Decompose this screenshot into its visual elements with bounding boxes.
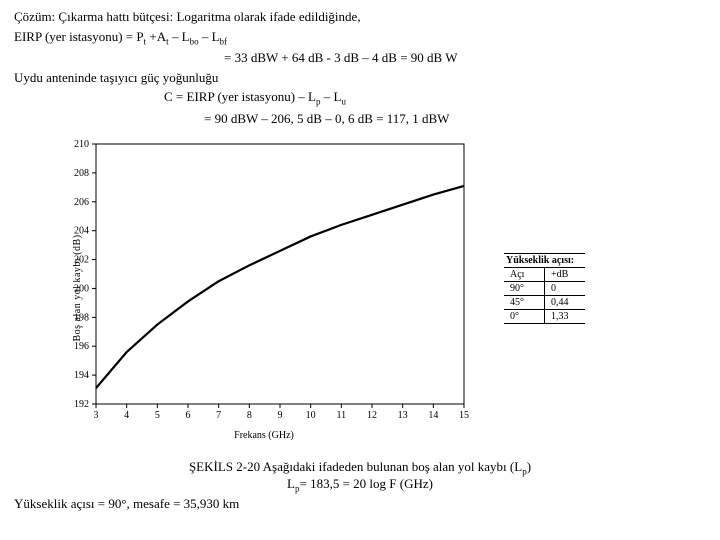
svg-text:6: 6 — [186, 410, 191, 421]
svg-text:9: 9 — [278, 410, 283, 421]
sub-u: u — [341, 97, 346, 107]
eirp-equation-rhs: = 33 dBW + 64 dB - 3 dB – 4 dB = 90 dB W — [14, 49, 706, 67]
c-lhs: C = EIRP (yer istasyonu) – L — [164, 89, 316, 104]
eirp-equation-lhs: EIRP (yer istasyonu) = Pt +At – Lbo – Lb… — [14, 28, 706, 48]
legend-row: 0°1,33 — [504, 310, 585, 324]
legend-col2-header: +dB — [545, 268, 585, 281]
svg-text:194: 194 — [74, 370, 89, 381]
chart-ylabel: Boş alan yol kaybı (dB) — [72, 235, 83, 342]
legend-header-row: Açı +dB — [504, 268, 585, 282]
chart-container: Boş alan yol kaybı (dB) 3 4 5 6 7 8 9 10 11 12 13 1… — [54, 136, 474, 441]
solution-line1: Çözüm: Çıkarma hattı bütçesi: Logaritma … — [14, 8, 706, 26]
svg-text:5: 5 — [155, 410, 160, 421]
caption1a: ŞEKİLS 2-20 Aşağıdaki ifadeden bulunan b… — [189, 459, 522, 474]
caption2a: L — [287, 476, 295, 491]
minusLu: – L — [321, 89, 342, 104]
svg-text:208: 208 — [74, 168, 89, 179]
svg-text:4: 4 — [124, 410, 129, 421]
svg-text:196: 196 — [74, 341, 89, 352]
svg-text:14: 14 — [428, 410, 438, 421]
svg-text:210: 210 — [74, 139, 89, 150]
legend-cell-angle: 45° — [504, 296, 545, 309]
footnote: Yükseklik açısı = 90°, mesafe = 35,930 k… — [14, 496, 706, 512]
legend-row: 45°0,44 — [504, 296, 585, 310]
legend-cell-angle: 90° — [504, 282, 545, 295]
minusL2: – L — [199, 29, 220, 44]
sub-bo: bo — [190, 36, 199, 46]
c-equation-rhs: = 90 dBW – 206, 5 dB – 0, 6 dB = 117, 1 … — [14, 110, 706, 128]
svg-text:15: 15 — [459, 410, 469, 421]
figure-caption-line1: ŞEKİLS 2-20 Aşağıdaki ifadeden bulunan b… — [14, 459, 706, 477]
uydu-line: Uydu anteninde taşıyıcı güç yoğunluğu — [14, 69, 706, 87]
svg-text:192: 192 — [74, 399, 89, 410]
svg-text:10: 10 — [306, 410, 316, 421]
figure-caption-line2: Lp= 183,5 = 20 log F (GHz) — [14, 476, 706, 494]
svg-text:12: 12 — [367, 410, 377, 421]
svg-text:206: 206 — [74, 196, 89, 207]
legend-cell-db: 0 — [545, 282, 585, 295]
figure-row: Boş alan yol kaybı (dB) 3 4 5 6 7 8 9 10 11 12 13 1… — [14, 136, 706, 441]
plusA: +A — [146, 29, 166, 44]
svg-text:7: 7 — [216, 410, 221, 421]
c-equation-lhs: C = EIRP (yer istasyonu) – Lp – Lu — [14, 88, 706, 108]
eirp-lhs: EIRP (yer istasyonu) = P — [14, 29, 144, 44]
line-chart: 3456789101112131415192194196198200202204… — [54, 136, 474, 426]
caption1b: ) — [527, 459, 531, 474]
svg-text:13: 13 — [398, 410, 408, 421]
legend-cell-angle: 0° — [504, 310, 545, 323]
svg-text:3: 3 — [94, 410, 99, 421]
legend-title: Yükseklik açısı: — [504, 254, 585, 268]
legend-col1-header: Açı — [504, 268, 545, 281]
svg-text:11: 11 — [337, 410, 347, 421]
caption2b: = 183,5 = 20 log F (GHz) — [299, 476, 432, 491]
legend-cell-db: 0,44 — [545, 296, 585, 309]
legend-table: Yükseklik açısı: Açı +dB 90°045°0,440°1,… — [504, 253, 585, 324]
legend-cell-db: 1,33 — [545, 310, 585, 323]
sub-bf: bf — [220, 36, 228, 46]
svg-text:8: 8 — [247, 410, 252, 421]
chart-xlabel: Frekans (GHz) — [54, 430, 474, 441]
legend-row: 90°0 — [504, 282, 585, 296]
minusL1: – L — [169, 29, 190, 44]
